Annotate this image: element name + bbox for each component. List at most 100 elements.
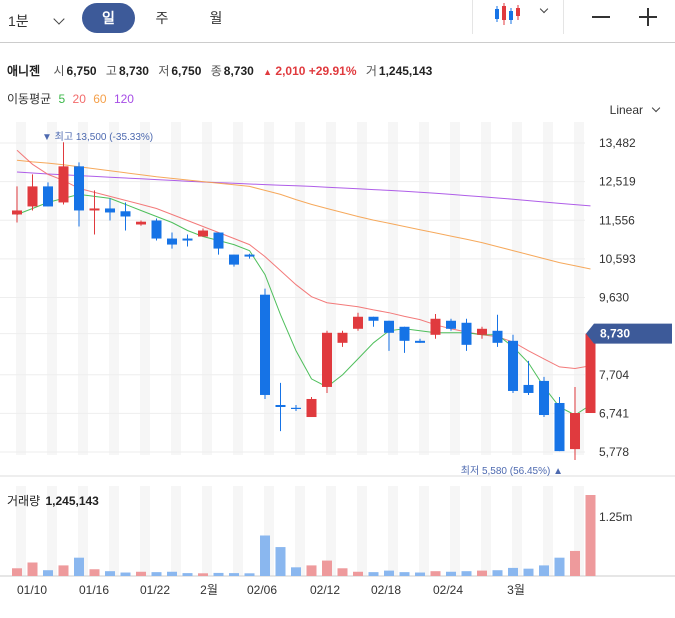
candle-body [12, 210, 22, 215]
volume-bar [120, 572, 131, 576]
y-tick-label: 5,778 [599, 445, 629, 459]
volume-bar [570, 550, 580, 576]
candle-body [74, 166, 84, 211]
candle-body [43, 186, 53, 207]
candle-body [27, 186, 38, 207]
volume-bar [523, 568, 534, 576]
volume-title-value: 1,245,143 [45, 494, 99, 508]
timeframe-label: 1분 [8, 13, 29, 29]
volume-bar [554, 557, 565, 576]
scale-mode-dropdown[interactable]: Linear [609, 103, 661, 117]
y-tick-label: 6,741 [599, 406, 629, 420]
grid-column [543, 122, 553, 455]
grid-column [264, 486, 274, 576]
volume-bar [508, 567, 518, 576]
grid-column [481, 122, 491, 455]
volume-bar [167, 571, 177, 576]
grid-column [47, 486, 57, 576]
y-tick-label: 7,704 [599, 368, 629, 382]
candlestick-icon [495, 3, 520, 25]
volume-bar [43, 570, 53, 576]
grid-column [140, 486, 150, 576]
low-value: 6,750 [171, 64, 202, 78]
grid-column [388, 486, 398, 576]
low-label: 저 [158, 64, 170, 78]
grid-column [419, 486, 429, 576]
grid-column [357, 122, 367, 455]
grid-column [295, 122, 305, 455]
candle-body [461, 322, 472, 345]
zoom-in-button[interactable] [637, 6, 659, 28]
volume-bar [58, 565, 69, 576]
candle-body [120, 211, 131, 217]
volume-tick-label: 1.25m [599, 510, 632, 524]
tab-day[interactable]: 일 [82, 3, 135, 33]
volume-bar [368, 572, 379, 576]
grid-column [574, 486, 584, 576]
volume-bar [585, 495, 596, 576]
grid-column [171, 486, 181, 576]
stock-name: 애니젠 [7, 64, 41, 78]
candle-body [167, 238, 177, 245]
volume-bar [275, 547, 286, 576]
candle-body [322, 332, 332, 387]
volume-title-label: 거래량 [7, 494, 41, 508]
volume-bar [415, 572, 425, 576]
ohlc-info: 애니젠 시 6,750 고 8,730 저 6,750 종 8,730 ▲ 2,010 … [7, 62, 438, 79]
volume-bar [260, 535, 270, 576]
ma20-label: 20 [72, 92, 86, 106]
grid-column [109, 486, 119, 576]
volume-bar [384, 570, 394, 576]
last-price-label: 8,730 [600, 327, 630, 341]
candle-body [554, 402, 565, 452]
volume-bar [461, 571, 472, 576]
y-tick-label: 10,593 [599, 252, 636, 266]
chart-type-button[interactable] [472, 0, 564, 34]
x-tick-label: 02/06 [247, 583, 277, 597]
candle-body [182, 238, 193, 241]
candle-body [275, 404, 286, 407]
x-tick-label: 01/16 [79, 583, 109, 597]
close-label: 종 [210, 64, 222, 78]
tab-week[interactable]: 주 [155, 10, 169, 26]
candle-body [353, 316, 363, 329]
candle-body [368, 316, 379, 321]
grid-column [450, 122, 460, 455]
grid-column [233, 486, 243, 576]
volume-bar [430, 571, 441, 576]
grid-column [326, 122, 336, 455]
change-value: 2,010 [275, 64, 306, 78]
grid-column [326, 486, 336, 576]
candle-body [508, 340, 518, 391]
scale-mode-label: Linear [609, 103, 643, 117]
timeframe-dropdown[interactable]: 1분 [8, 8, 65, 34]
close-value: 8,730 [223, 64, 254, 78]
volume-bar [353, 571, 363, 576]
min-price-annotation: 최저 5,580 (56.45%) ▲ [461, 465, 563, 477]
candle-body [585, 333, 596, 414]
y-tick-label: 13,482 [599, 136, 636, 150]
grid-column [78, 122, 88, 455]
x-tick-label: 01/10 [17, 583, 47, 597]
open-value: 6,750 [66, 64, 97, 78]
grid-column [16, 122, 26, 455]
grid-column [357, 486, 367, 576]
zoom-out-button[interactable] [590, 6, 612, 28]
candle-body [415, 340, 425, 343]
volume-bar [198, 573, 208, 576]
grid-column [109, 122, 119, 455]
moving-average-legend[interactable]: 이동평균 5 20 60 120 [7, 90, 138, 107]
ma5-label: 5 [58, 92, 66, 106]
candle-body [570, 413, 580, 450]
grid-column [78, 486, 88, 576]
high-value: 8,730 [118, 64, 149, 78]
ma120-label: 120 [113, 92, 134, 106]
volume-bar [399, 572, 410, 576]
grid-column [202, 486, 212, 576]
candle-body [229, 254, 239, 265]
candle-body [136, 221, 146, 225]
tab-month[interactable]: 월 [209, 10, 223, 26]
y-tick-label: 12,519 [599, 175, 636, 189]
grid-column [481, 486, 491, 576]
